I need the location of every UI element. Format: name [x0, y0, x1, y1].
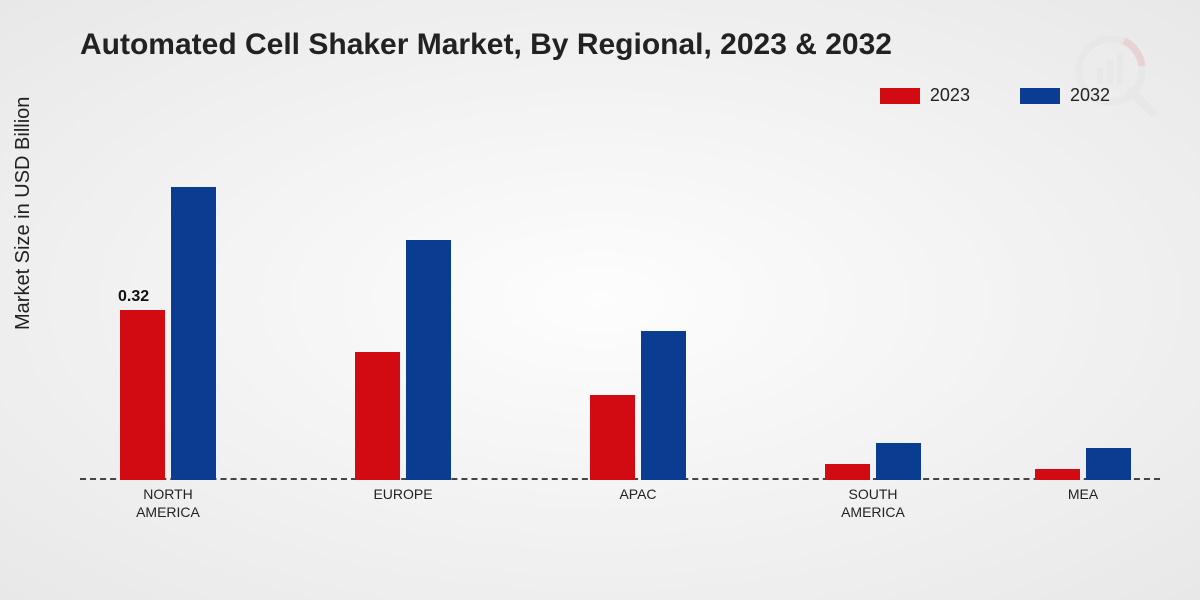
- bar-eu-2032: [406, 240, 451, 480]
- x-label-mea: MEA: [1013, 486, 1153, 504]
- x-label-eu: EUROPE: [333, 486, 473, 504]
- legend-item-2023: 2023: [880, 85, 970, 106]
- x-axis-labels: NORTH AMERICA EUROPE APAC SOUTH AMERICA MEA: [80, 486, 1160, 546]
- brand-logo-icon: [1070, 30, 1160, 120]
- bar-na-2023: [120, 310, 165, 480]
- legend-swatch-2023: [880, 88, 920, 104]
- chart-title: Automated Cell Shaker Market, By Regiona…: [80, 28, 892, 62]
- legend-item-2032: 2032: [1020, 85, 1110, 106]
- plot-area: 0.32: [80, 150, 1160, 480]
- value-label-na-2023: 0.32: [118, 288, 149, 306]
- bar-ap-2032: [641, 331, 686, 480]
- bar-sa-2032: [876, 443, 921, 480]
- bar-mea-2023: [1035, 469, 1080, 480]
- x-label-na: NORTH AMERICA: [98, 486, 238, 521]
- x-label-ap: APAC: [568, 486, 708, 504]
- bar-ap-2023: [590, 395, 635, 480]
- bar-mea-2032: [1086, 448, 1131, 480]
- bar-na-2032: [171, 187, 216, 480]
- y-axis-label: Market Size in USD Billion: [12, 97, 35, 330]
- chart-canvas: Automated Cell Shaker Market, By Regiona…: [0, 0, 1200, 600]
- legend-label-2032: 2032: [1070, 85, 1110, 106]
- legend-swatch-2032: [1020, 88, 1060, 104]
- bar-sa-2023: [825, 464, 870, 480]
- legend-label-2023: 2023: [930, 85, 970, 106]
- bar-eu-2023: [355, 352, 400, 480]
- x-label-sa: SOUTH AMERICA: [803, 486, 943, 521]
- chart-legend: 2023 2032: [880, 85, 1110, 106]
